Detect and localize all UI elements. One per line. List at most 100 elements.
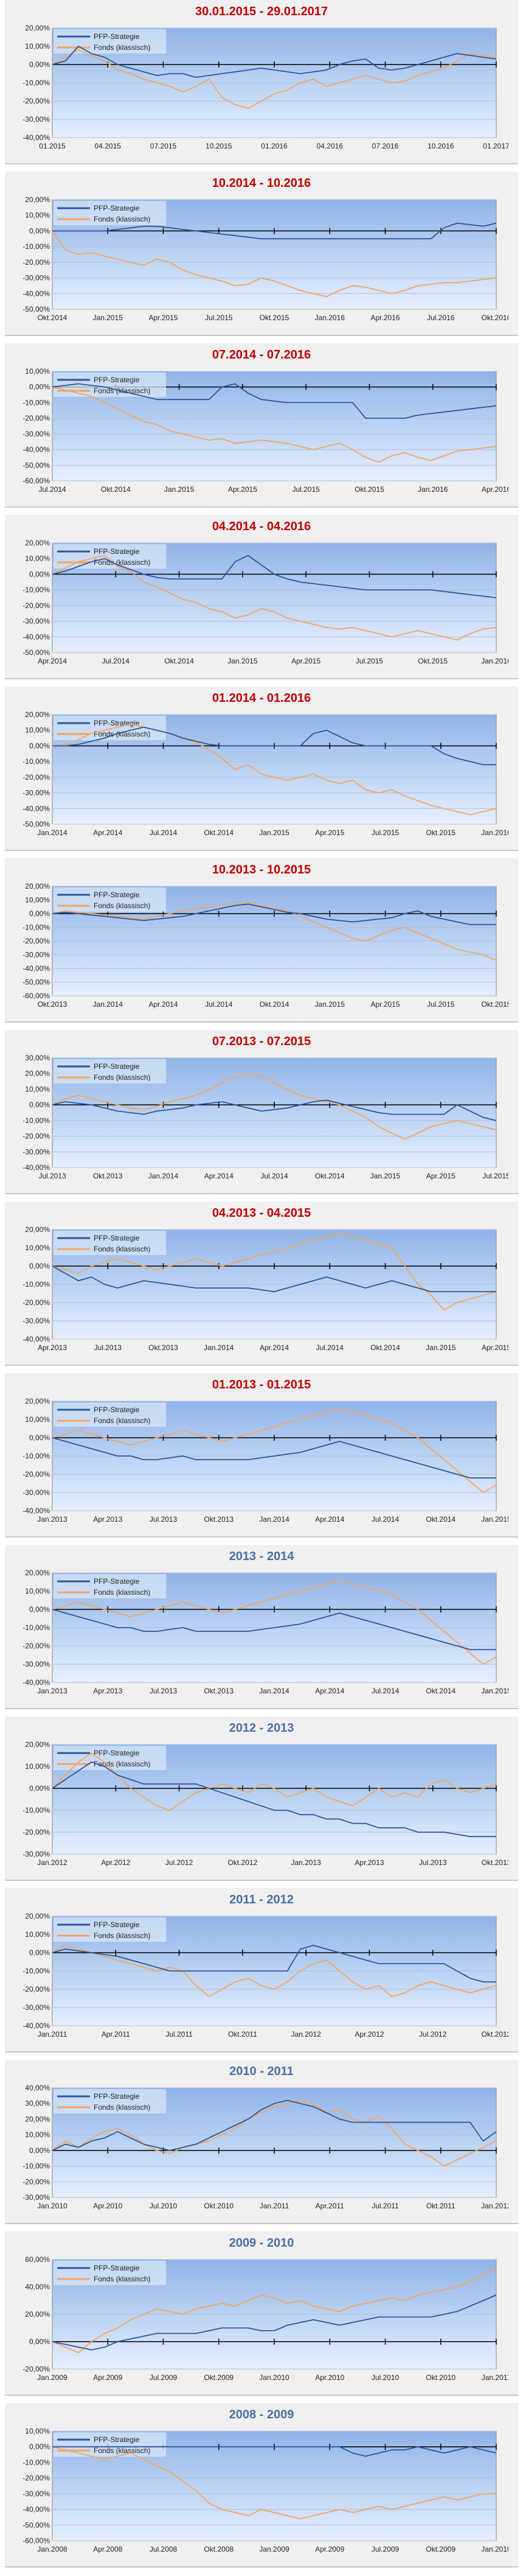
y-tick-label: -20,00% bbox=[23, 1642, 50, 1650]
x-tick-label: Jan.2015 bbox=[315, 1000, 345, 1009]
x-tick-label: Okt.2009 bbox=[426, 2545, 455, 2553]
line-chart: 20,00% 10,00% 0,00% -10,00% -20,00% -30,00% -4… bbox=[23, 710, 508, 837]
y-tick-label: -20,00% bbox=[23, 414, 50, 422]
x-tick-label: Apr.2014 bbox=[93, 828, 122, 837]
series-line-fonds-klassisch bbox=[52, 230, 497, 298]
y-tick-label: 10,00% bbox=[25, 1930, 50, 1939]
x-tick-label: Jan.2015 bbox=[93, 313, 123, 322]
chart-panel: 30.01.2015 - 29.01.2017 20,00% 10,00% 0,00%… bbox=[5, 0, 518, 164]
y-tick-label: 20,00% bbox=[25, 2115, 50, 2123]
y-tick-label: -10,00% bbox=[23, 1280, 50, 1289]
x-tick-label: Jan.2014 bbox=[259, 1687, 289, 1695]
x-tick-label: Jan.2013 bbox=[37, 1515, 68, 1524]
x-tick-label: Apr.2014 bbox=[260, 1343, 289, 1352]
legend: PFP-Strategie Fonds (klassisch) bbox=[54, 2261, 166, 2285]
legend: PFP-Strategie Fonds (klassisch) bbox=[54, 29, 166, 54]
x-tick-label: 01.2015 bbox=[39, 142, 66, 150]
y-tick-label: 0,00% bbox=[29, 1262, 50, 1270]
y-tick-label: 0,00% bbox=[29, 1433, 50, 1442]
x-tick-label: Apr.2015 bbox=[482, 1343, 508, 1352]
line-chart: 20,00% 10,00% 0,00% -10,00% -20,00% -30,00% -4… bbox=[23, 882, 508, 1009]
line-chart: 20,00% 10,00% 0,00% -10,00% -20,00% -30,00% -4… bbox=[23, 195, 508, 322]
x-tick-label: Jan.2016 bbox=[481, 828, 508, 837]
x-tick-label: Jan.2013 bbox=[291, 1858, 321, 1867]
x-tick-label: Okt.2009 bbox=[204, 2373, 234, 2382]
y-tick-label: 0,00% bbox=[29, 2146, 50, 2155]
x-tick-label: Jan.2015 bbox=[481, 1687, 508, 1695]
legend-label: Fonds (klassisch) bbox=[94, 1073, 150, 1082]
x-tick-label: Okt.2008 bbox=[204, 2545, 234, 2553]
series-line-fonds-klassisch bbox=[52, 1233, 497, 1311]
x-tick-label: Okt.2014 bbox=[426, 1687, 455, 1695]
y-tick-label: 20,00% bbox=[25, 539, 50, 547]
x-tick-label: Apr.2011 bbox=[102, 2030, 130, 2039]
y-tick-label: -30,00% bbox=[23, 2193, 50, 2202]
x-tick-label: Jan.2009 bbox=[259, 2545, 289, 2553]
x-tick-label: Jul.2014 bbox=[316, 1343, 344, 1352]
y-tick-label: 30,00% bbox=[25, 1054, 50, 1062]
legend-label: PFP-Strategie bbox=[94, 376, 140, 384]
legend-label: Fonds (klassisch) bbox=[94, 2275, 150, 2283]
chart-title: 30.01.2015 - 29.01.2017 bbox=[195, 5, 328, 18]
y-tick-label: 60,00% bbox=[25, 2255, 50, 2264]
y-tick-label: -30,00% bbox=[23, 274, 50, 282]
y-tick-label: -40,00% bbox=[23, 804, 50, 813]
chart-title: 10.2014 - 10.2016 bbox=[212, 177, 311, 190]
y-tick-label: -40,00% bbox=[23, 2021, 50, 2030]
x-tick-label: Apr.2015 bbox=[315, 828, 344, 837]
y-tick-label: 0,00% bbox=[29, 1101, 50, 1109]
legend-label: PFP-Strategie bbox=[94, 1920, 140, 1929]
y-tick-label: 0,00% bbox=[29, 1605, 50, 1614]
x-tick-label: Apr.2016 bbox=[370, 313, 400, 322]
x-tick-label: Apr.2014 bbox=[204, 1172, 234, 1180]
series-line-pfp-strategie bbox=[52, 726, 496, 766]
x-tick-label: Jan.2016 bbox=[418, 485, 448, 494]
y-tick-label: 10,00% bbox=[25, 1085, 50, 1093]
x-tick-label: Okt.2013 bbox=[148, 1343, 178, 1352]
y-tick-label: -20,00% bbox=[23, 1470, 50, 1479]
legend-label: Fonds (klassisch) bbox=[94, 1416, 150, 1425]
chart-panel: 2011 - 2012 20,00% 10,00% 0,00% -10,00% -20,0… bbox=[5, 1888, 518, 2053]
line-chart: 30,00% 20,00% 10,00% 0,00% -10,00% -20,00% -30… bbox=[23, 1054, 508, 1180]
y-tick-label: -10,00% bbox=[23, 1806, 50, 1815]
y-tick-label: -20,00% bbox=[23, 97, 50, 105]
x-tick-label: Okt.2014 bbox=[426, 1515, 455, 1524]
legend: PFP-Strategie Fonds (klassisch) bbox=[54, 201, 166, 225]
series-line-pfp-strategie bbox=[52, 1609, 496, 1650]
x-tick-label: Jan.2010 bbox=[37, 2202, 68, 2210]
legend: PFP-Strategie Fonds (klassisch) bbox=[54, 1231, 166, 1255]
chart-title: 2012 - 2013 bbox=[229, 1721, 294, 1735]
x-tick-label: Apr.2012 bbox=[355, 2030, 384, 2039]
chart-title: 01.2013 - 01.2015 bbox=[212, 1378, 311, 1391]
x-tick-label: Jan.2010 bbox=[259, 2373, 289, 2382]
x-tick-label: Jul.2014 bbox=[372, 1515, 400, 1524]
x-tick-label: Jan.2010 bbox=[481, 2545, 508, 2553]
x-tick-label: Jul.2014 bbox=[150, 828, 178, 837]
y-tick-label: -10,00% bbox=[23, 2162, 50, 2171]
legend: PFP-Strategie Fonds (klassisch) bbox=[54, 2432, 166, 2457]
chart-title: 04.2013 - 04.2015 bbox=[212, 1206, 311, 1220]
y-tick-label: 10,00% bbox=[25, 896, 50, 905]
y-tick-label: -30,00% bbox=[23, 2003, 50, 2012]
series-line-fonds-klassisch bbox=[52, 49, 497, 109]
series-line-fonds-klassisch bbox=[52, 2099, 497, 2167]
x-tick-label: Jul.2014 bbox=[372, 1687, 400, 1695]
y-tick-label: 10,00% bbox=[25, 2130, 50, 2139]
y-tick-label: 0,00% bbox=[29, 570, 50, 578]
y-tick-label: 0,00% bbox=[29, 1948, 50, 1957]
x-tick-label: 04.2015 bbox=[95, 142, 122, 150]
x-tick-label: Jul.2012 bbox=[419, 2030, 447, 2039]
x-tick-label: Jul.2008 bbox=[150, 2545, 178, 2553]
chart-title: 2009 - 2010 bbox=[229, 2236, 294, 2250]
x-tick-label: Okt.2016 bbox=[482, 313, 508, 322]
y-tick-label: 40,00% bbox=[25, 2084, 50, 2092]
x-tick-label: Apr.2014 bbox=[38, 657, 67, 665]
x-tick-label: Jan.2012 bbox=[37, 1858, 68, 1867]
legend-label: PFP-Strategie bbox=[94, 2092, 140, 2101]
chart-panel: 10.2014 - 10.2016 20,00% 10,00% 0,00% -10,00… bbox=[5, 172, 518, 336]
y-tick-label: -40,00% bbox=[23, 1163, 50, 1172]
x-tick-label: Jan.2014 bbox=[204, 1343, 234, 1352]
chart-panel: 07.2013 - 07.2015 30,00% 20,00% 10,00% 0,00%… bbox=[5, 1030, 518, 1194]
x-tick-label: 04.2016 bbox=[317, 142, 344, 150]
x-tick-label: Okt.2014 bbox=[204, 828, 234, 837]
